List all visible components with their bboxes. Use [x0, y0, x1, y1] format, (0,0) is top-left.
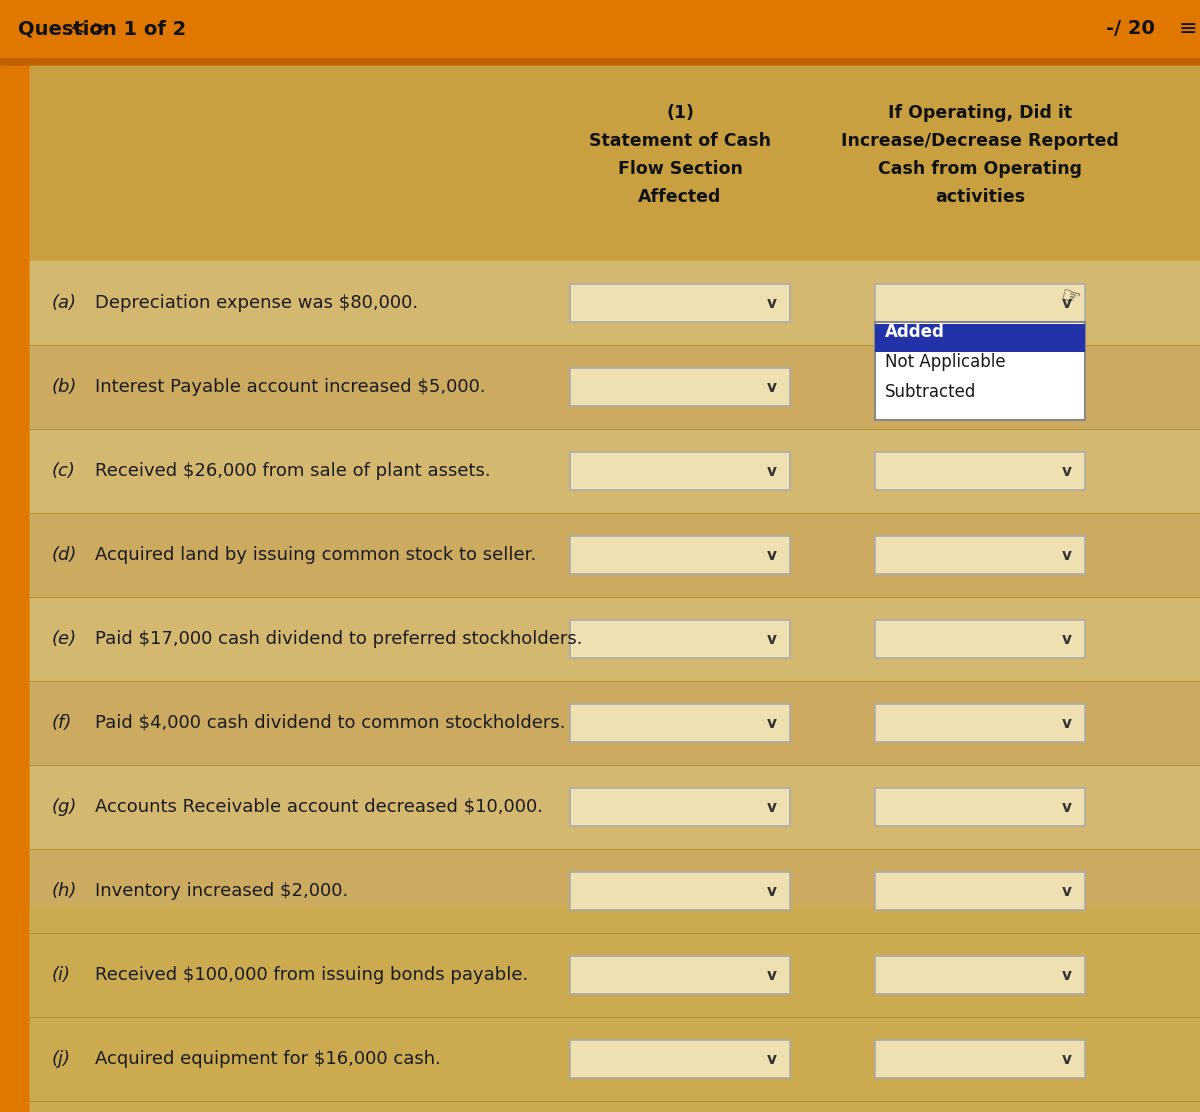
Bar — [30, 429, 1200, 513]
Text: Cash from Operating: Cash from Operating — [878, 160, 1082, 178]
Bar — [875, 620, 1085, 658]
Text: v: v — [767, 296, 778, 310]
Bar — [570, 620, 790, 658]
Bar — [875, 451, 1085, 490]
Text: ☞: ☞ — [1057, 286, 1082, 310]
Bar — [30, 66, 1200, 261]
Text: v: v — [1062, 884, 1072, 898]
Bar — [30, 933, 1200, 1017]
Bar — [570, 956, 790, 994]
Bar — [0, 66, 30, 1112]
Text: Question 1 of 2: Question 1 of 2 — [18, 20, 186, 39]
Bar — [875, 872, 1085, 910]
Bar — [875, 788, 1085, 826]
Text: -/ 20: -/ 20 — [1106, 20, 1154, 39]
Text: Not Applicable: Not Applicable — [886, 353, 1006, 371]
Bar — [875, 956, 1085, 994]
Text: v: v — [1062, 379, 1072, 395]
Text: Subtracted: Subtracted — [886, 383, 977, 401]
Text: v: v — [767, 1052, 778, 1066]
Text: v: v — [767, 379, 778, 395]
Text: Affected: Affected — [638, 188, 721, 206]
Text: (e): (e) — [52, 631, 77, 648]
Text: v: v — [767, 967, 778, 983]
Text: (b): (b) — [52, 378, 77, 396]
Bar — [0, 58, 1200, 66]
Text: v: v — [1062, 967, 1072, 983]
Text: v: v — [767, 464, 778, 478]
Text: Statement of Cash: Statement of Cash — [589, 132, 772, 150]
Text: Received $100,000 from issuing bonds payable.: Received $100,000 from issuing bonds pay… — [95, 966, 528, 984]
Bar — [570, 704, 790, 742]
Text: Added: Added — [886, 322, 944, 341]
Text: v: v — [767, 715, 778, 731]
Bar — [570, 451, 790, 490]
Text: Acquired land by issuing common stock to seller.: Acquired land by issuing common stock to… — [95, 546, 536, 564]
Text: v: v — [767, 547, 778, 563]
Bar — [30, 1017, 1200, 1101]
Text: (j): (j) — [52, 1050, 71, 1068]
Text: Inventory increased $2,000.: Inventory increased $2,000. — [95, 882, 348, 900]
Bar — [30, 597, 1200, 681]
Text: (g): (g) — [52, 798, 77, 816]
Text: Paid $17,000 cash dividend to preferred stockholders.: Paid $17,000 cash dividend to preferred … — [95, 631, 582, 648]
Bar — [570, 1040, 790, 1078]
Bar — [875, 704, 1085, 742]
Text: activities: activities — [935, 188, 1025, 206]
Bar — [875, 324, 1085, 353]
Text: (i): (i) — [52, 966, 71, 984]
Text: (f): (f) — [52, 714, 72, 732]
Text: Acquired equipment for $16,000 cash.: Acquired equipment for $16,000 cash. — [95, 1050, 440, 1068]
Text: If Operating, Did it: If Operating, Did it — [888, 105, 1072, 122]
Text: ≡: ≡ — [1178, 19, 1198, 39]
Bar — [30, 765, 1200, 848]
Text: v: v — [1062, 715, 1072, 731]
Bar — [30, 513, 1200, 597]
Text: Flow Section: Flow Section — [618, 160, 743, 178]
Text: v: v — [1062, 632, 1072, 646]
Bar — [875, 322, 1085, 420]
Text: (h): (h) — [52, 882, 77, 900]
Bar — [30, 681, 1200, 765]
Text: (d): (d) — [52, 546, 77, 564]
Text: (a): (a) — [52, 294, 77, 312]
Text: v: v — [767, 800, 778, 814]
Text: v: v — [1062, 1052, 1072, 1066]
Bar — [875, 368, 1085, 406]
Text: v: v — [1062, 547, 1072, 563]
Bar — [570, 284, 790, 322]
Bar — [30, 906, 1200, 1112]
Bar — [570, 368, 790, 406]
Text: Accounts Receivable account decreased $10,000.: Accounts Receivable account decreased $1… — [95, 798, 542, 816]
Bar — [570, 788, 790, 826]
Text: v: v — [767, 884, 778, 898]
Bar — [570, 872, 790, 910]
Bar — [570, 536, 790, 574]
Text: Increase/Decrease Reported: Increase/Decrease Reported — [841, 132, 1118, 150]
Text: Paid $4,000 cash dividend to common stockholders.: Paid $4,000 cash dividend to common stoc… — [95, 714, 565, 732]
Text: v: v — [1062, 464, 1072, 478]
Text: v: v — [1062, 296, 1072, 310]
Bar — [875, 284, 1085, 322]
Text: (1): (1) — [666, 105, 694, 122]
Text: Depreciation expense was $80,000.: Depreciation expense was $80,000. — [95, 294, 418, 312]
Text: v: v — [767, 632, 778, 646]
Bar — [875, 536, 1085, 574]
Text: v: v — [1062, 800, 1072, 814]
Text: < >: < > — [70, 20, 109, 39]
Bar — [30, 261, 1200, 345]
Text: Received $26,000 from sale of plant assets.: Received $26,000 from sale of plant asse… — [95, 461, 491, 480]
Bar — [0, 0, 1200, 58]
Bar — [30, 345, 1200, 429]
Text: Interest Payable account increased $5,000.: Interest Payable account increased $5,00… — [95, 378, 486, 396]
Bar — [30, 848, 1200, 933]
Text: (c): (c) — [52, 461, 76, 480]
Bar — [875, 1040, 1085, 1078]
